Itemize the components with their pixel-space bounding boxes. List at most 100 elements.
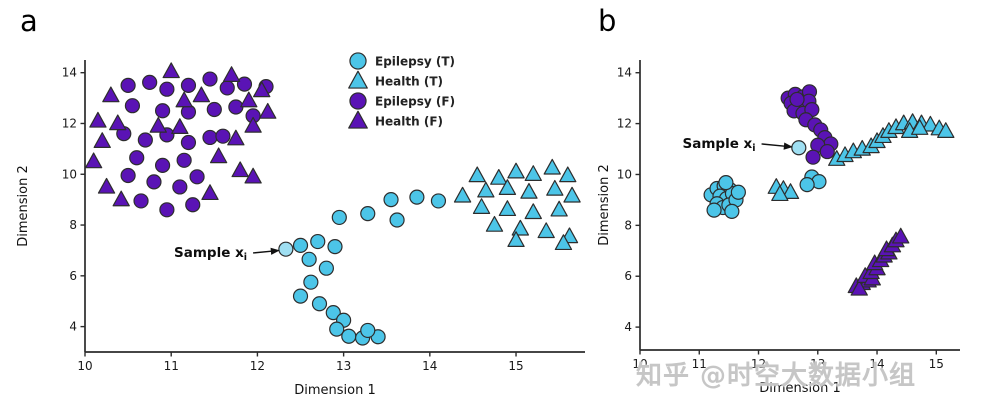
series-health-t	[767, 113, 955, 202]
x-tick-label: 14	[869, 357, 884, 371]
scatter-plot-b: 10 11 12 13 14 15 4 6 8 10 12 14 Dimension 1 Dimensio…	[597, 60, 960, 396]
data-point	[311, 296, 328, 312]
data-point	[129, 150, 145, 166]
y-tick-label: 6	[624, 269, 632, 283]
data-point	[706, 202, 722, 218]
data-point	[301, 251, 317, 267]
data-point	[292, 237, 309, 253]
series-epilepsy-f	[780, 84, 839, 165]
series-epilepsy-t	[292, 189, 447, 346]
series-health-f	[847, 227, 910, 296]
data-point	[142, 74, 158, 90]
series-health-t	[453, 158, 581, 251]
data-point	[430, 193, 447, 209]
data-point	[507, 231, 525, 247]
data-point	[180, 134, 197, 151]
x-tick-label: 12	[751, 357, 766, 371]
y-tick-label: 8	[69, 218, 77, 232]
data-point	[409, 189, 425, 205]
data-point	[718, 175, 734, 191]
annotation-arrowhead	[783, 142, 793, 150]
x-axis-title: Dimension 1	[294, 383, 376, 398]
data-point	[892, 227, 910, 244]
data-point	[159, 81, 175, 97]
data-point	[202, 71, 218, 87]
legend: Epilepsy (T) Health (T) Epilepsy (F) Health…	[348, 52, 455, 129]
legend-marker-epilepsy-f	[349, 92, 367, 110]
data-point	[303, 274, 319, 290]
data-point	[227, 129, 245, 146]
data-point	[219, 80, 235, 96]
data-point	[485, 215, 504, 232]
y-tick-label: 4	[69, 320, 77, 334]
data-point	[724, 203, 740, 219]
annotation-arrowhead	[270, 247, 280, 255]
data-point	[206, 101, 222, 118]
data-point	[154, 157, 171, 173]
data-point	[112, 190, 130, 207]
data-point	[89, 111, 107, 128]
y-tick-label: 14	[617, 66, 632, 80]
x-tick-label: 15	[929, 357, 944, 371]
panel-b-label: b	[598, 4, 617, 38]
data-point	[799, 177, 815, 193]
x-axis-title: Dimension 1	[759, 381, 841, 396]
data-point	[240, 91, 258, 108]
annotation-arrow	[761, 143, 786, 148]
data-point	[805, 149, 821, 165]
data-point	[771, 185, 789, 202]
data-point	[109, 114, 127, 131]
data-point	[389, 212, 405, 228]
data-point	[329, 321, 345, 337]
data-point	[341, 328, 357, 344]
data-point	[215, 128, 231, 144]
legend-label-epilepsy-t: Epilepsy (T)	[375, 55, 455, 69]
data-point	[524, 165, 542, 181]
data-point	[120, 77, 136, 93]
data-point	[236, 76, 253, 92]
data-point	[133, 193, 149, 209]
data-point	[331, 209, 347, 226]
data-point	[318, 260, 334, 276]
data-point	[149, 116, 167, 133]
legend-marker-health-f	[348, 110, 368, 129]
series-epilepsy-t	[703, 169, 827, 219]
data-point	[154, 103, 171, 119]
legend-label-epilepsy-f: Epilepsy (F)	[375, 95, 455, 109]
x-tick-label: 10	[632, 357, 647, 371]
y-tick-label: 14	[62, 66, 77, 80]
legend-label-health-f: Health (F)	[375, 115, 443, 129]
data-point	[146, 174, 162, 190]
data-point	[819, 143, 835, 160]
data-point	[185, 197, 201, 213]
sample-annotation-label: Sample xi	[174, 245, 247, 263]
data-point	[310, 233, 326, 250]
y-tick-label: 6	[69, 269, 77, 283]
data-point	[524, 203, 542, 220]
y-tick-label: 12	[617, 117, 632, 131]
x-tick-label: 15	[508, 359, 523, 373]
data-point	[201, 184, 219, 201]
data-point	[554, 234, 573, 251]
x-tick-label: 11	[164, 359, 179, 373]
legend-marker-health-t	[348, 70, 368, 89]
data-point	[789, 91, 805, 108]
data-point	[543, 158, 561, 175]
data-point	[180, 77, 197, 93]
data-point	[490, 168, 508, 185]
data-point	[325, 305, 341, 321]
panel-a-label: a	[20, 4, 38, 38]
data-point	[93, 132, 111, 148]
data-point	[231, 161, 249, 178]
y-tick-label: 8	[624, 218, 632, 232]
data-point	[259, 102, 277, 119]
data-point	[850, 279, 868, 296]
data-point	[453, 186, 472, 203]
data-point	[244, 116, 262, 133]
data-point	[137, 132, 153, 148]
y-axis-title: Dimension 2	[16, 165, 31, 247]
x-tick-label: 13	[336, 359, 351, 373]
data-point	[189, 169, 205, 185]
x-tick-label: 11	[692, 357, 707, 371]
